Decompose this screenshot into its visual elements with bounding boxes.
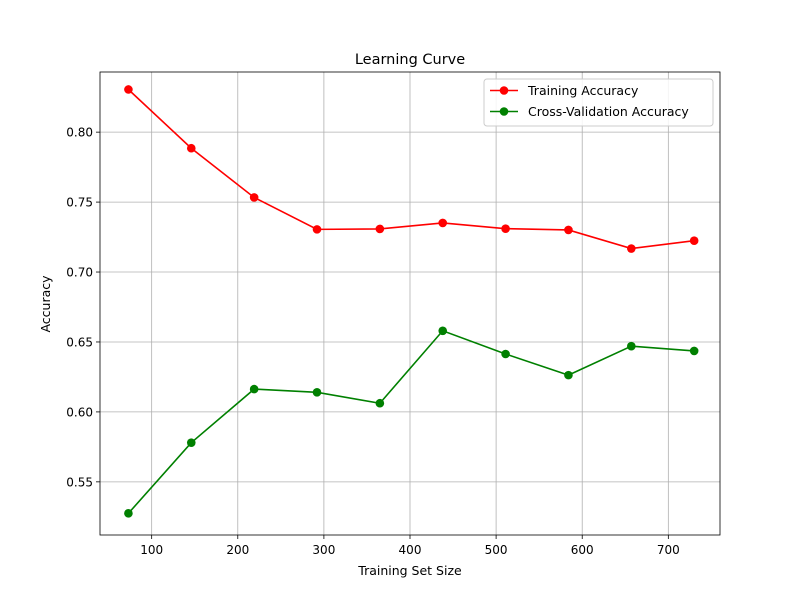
training-accuracy-point (564, 225, 573, 235)
legend-cross-validation-accuracy-label: Cross-Validation Accuracy (528, 104, 689, 119)
cross-validation-accuracy-point (124, 509, 133, 518)
data-series (124, 85, 699, 518)
training-accuracy-point (627, 244, 636, 253)
cross-validation-accuracy-point (312, 388, 322, 397)
x-tick-label: 100 (140, 543, 163, 557)
training-accuracy-point (375, 224, 385, 234)
x-tick-label: 700 (657, 543, 680, 557)
y-tick-label: 0.70 (66, 266, 93, 280)
training-accuracy-point (249, 193, 259, 202)
cross-validation-accuracy-point (375, 398, 385, 408)
x-tick-label: 400 (399, 543, 422, 557)
cross-validation-accuracy-line (127, 329, 695, 514)
grid-lines (100, 72, 720, 535)
legend-cross-validation-accuracy-marker (499, 107, 509, 116)
legend-box (483, 78, 714, 127)
x-tick-label: 600 (571, 543, 594, 557)
training-accuracy-point (312, 225, 322, 234)
cross-validation-accuracy-point (501, 349, 510, 359)
legend-training-accuracy-label: Training Accuracy (527, 83, 639, 98)
tick-marks-and-labels: 100 200 300 400 500 600 700 0.55 0.60 0.65 0.70 0.7… (66, 126, 680, 557)
cross-validation-accuracy-point (627, 341, 636, 351)
cross-validation-accuracy-point (186, 438, 196, 447)
training-accuracy-point (186, 143, 196, 153)
training-accuracy-point (689, 236, 699, 245)
chart-title: Learning Curve (355, 52, 465, 68)
x-tick-label: 500 (485, 543, 508, 557)
cross-validation-accuracy-point (689, 346, 699, 356)
legend-training-accuracy-marker (499, 86, 509, 95)
x-axis-label: Training Set Size (357, 563, 462, 578)
y-tick-label: 0.65 (66, 335, 93, 349)
legend: Training Accuracy Cross-Validation Accura… (483, 78, 714, 127)
y-tick-label: 0.75 (66, 196, 93, 210)
training-accuracy-point (124, 85, 133, 94)
y-tick-label: 0.60 (66, 405, 93, 419)
x-tick-label: 200 (226, 543, 249, 557)
cross-validation-accuracy-point (564, 370, 573, 380)
x-tick-label: 300 (312, 543, 335, 557)
cross-validation-accuracy-point (438, 326, 448, 336)
training-accuracy-line (127, 88, 695, 250)
y-tick-label: 0.55 (66, 475, 93, 489)
training-accuracy-point (438, 218, 448, 228)
cross-validation-accuracy-point (249, 384, 259, 394)
training-accuracy-point (501, 224, 510, 233)
y-tick-label: 0.80 (66, 126, 93, 140)
y-axis-label: Accuracy (38, 275, 53, 333)
